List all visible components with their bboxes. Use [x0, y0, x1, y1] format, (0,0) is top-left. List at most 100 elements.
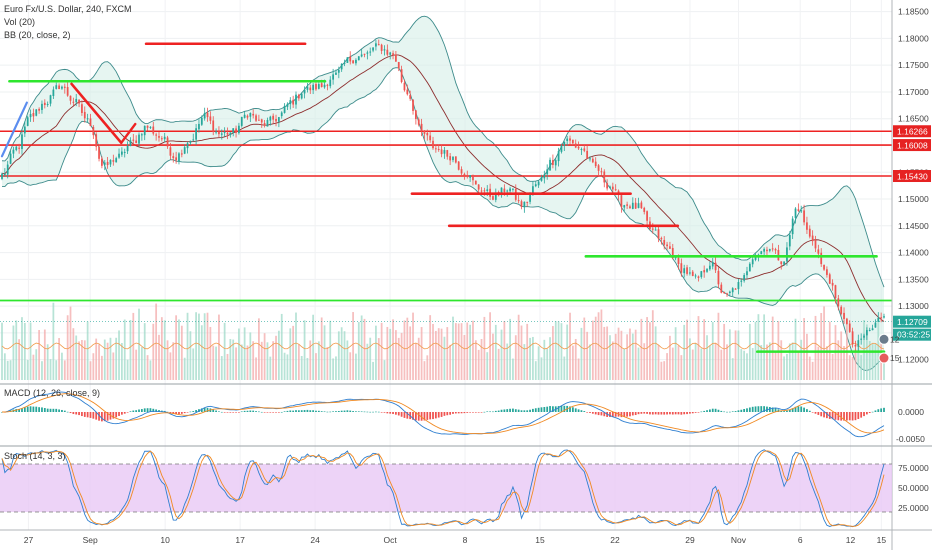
volume-bar [229, 339, 232, 380]
candle-body [317, 84, 320, 89]
volume-bar [149, 360, 152, 380]
macd-histogram-bar [871, 411, 874, 413]
volume-bar [463, 335, 466, 380]
candle-body [289, 100, 292, 105]
volume-bar [697, 316, 700, 380]
macd-histogram-bar [851, 412, 854, 421]
volume-bar [494, 324, 497, 380]
macd-histogram-bar [300, 410, 303, 412]
volume-bar [41, 361, 43, 380]
macd-histogram-bar [486, 411, 489, 413]
macd-histogram-bar [297, 410, 300, 412]
candle-body [517, 200, 520, 202]
vol-legend: Vol (20) [4, 17, 35, 27]
time-tick-label: 29 [685, 535, 695, 545]
candle-body [586, 150, 589, 159]
macd-histogram-bar [400, 412, 403, 417]
candle-body [220, 133, 223, 135]
volume-bar [66, 315, 69, 380]
macd-histogram-bar [877, 409, 880, 412]
price-level-tag [893, 170, 931, 183]
candle-body [631, 202, 634, 209]
time-tick-label: 15 [535, 535, 545, 545]
volume-bar [15, 320, 18, 380]
drawn-red-line[interactable] [70, 82, 123, 145]
time-tick-label: 17 [235, 535, 245, 545]
volume-bar [623, 348, 626, 380]
flag-badge[interactable] [878, 352, 890, 364]
candle-body [486, 189, 489, 191]
volume-bar [175, 315, 178, 380]
candle-body [803, 210, 805, 223]
candle-body [689, 272, 691, 274]
volume-bar [23, 322, 26, 380]
volume-bar [740, 349, 743, 380]
candle-body [6, 164, 9, 175]
candle-body [29, 114, 32, 118]
volume-bar [89, 361, 92, 380]
macd-histogram-bar [143, 408, 146, 412]
macd-histogram-bar [78, 412, 80, 416]
candle-body [417, 119, 420, 125]
macd-histogram-bar [754, 406, 757, 412]
volume-bar [46, 344, 49, 380]
candle-body [303, 89, 306, 94]
volume-bar [566, 324, 569, 380]
volume-bar [797, 351, 800, 380]
candle-body [369, 51, 372, 53]
candle-body [180, 153, 183, 155]
drawn-red-line[interactable] [120, 122, 137, 145]
candle-body [731, 288, 734, 293]
time-tick-label: 15 [877, 535, 887, 545]
candle-body [663, 239, 666, 245]
volume-bar [263, 333, 266, 380]
candle-body [646, 211, 648, 221]
candle-body [871, 328, 874, 331]
candle-body [203, 113, 206, 119]
volume-bar [192, 348, 195, 380]
volume-bar [811, 361, 814, 380]
macd-histogram-bar [683, 412, 686, 415]
candle-body [46, 103, 49, 105]
candle-body [78, 99, 80, 104]
macd-histogram-bar [552, 406, 554, 412]
macd-histogram-bar [740, 409, 743, 412]
macd-histogram-bar [674, 412, 677, 415]
macd-histogram-bar [477, 412, 480, 413]
macd-histogram-bar [155, 409, 158, 412]
macd-histogram-bar [443, 412, 446, 416]
volume-bar [1, 322, 3, 380]
volume-bar [297, 344, 300, 380]
volume-bar [643, 343, 646, 380]
macd-histogram-bar [517, 409, 520, 412]
stoch-k-line [1, 449, 885, 528]
candle-body [218, 131, 220, 135]
volume-bar [69, 306, 72, 380]
stoch-d-line [1, 450, 885, 527]
macd-histogram-bar [760, 406, 763, 412]
macd-histogram-bar [335, 411, 337, 412]
price-level-tag [893, 139, 931, 152]
macd-histogram-bar [240, 411, 243, 413]
volume-bar [243, 327, 246, 380]
volume-bar [363, 318, 366, 380]
volume-bar [526, 323, 529, 380]
candle-body [620, 195, 623, 208]
drawn-blue-line[interactable] [0, 101, 28, 158]
drawn-trendlines[interactable] [0, 42, 886, 353]
event-badge[interactable] [878, 333, 890, 345]
macd-histogram-bar [146, 408, 149, 412]
candle-body [597, 165, 600, 171]
macd-histogram-bar [594, 412, 597, 415]
candle-body [72, 101, 75, 103]
volume-bar [255, 357, 257, 380]
volume-bar [112, 352, 115, 380]
volume-bar [506, 343, 509, 380]
candle-body [69, 95, 72, 101]
price-level-tag [893, 125, 931, 138]
macd-histogram-bar [452, 412, 454, 414]
candle-body [826, 269, 828, 275]
macd-histogram-bar [66, 411, 69, 413]
volume-bar [837, 340, 840, 380]
